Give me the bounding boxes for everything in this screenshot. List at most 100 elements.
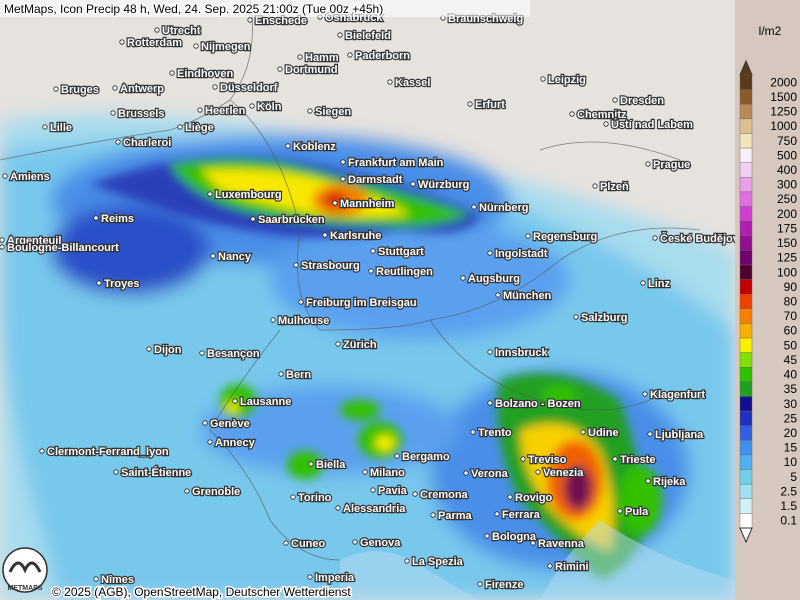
city-label: Zürich: [343, 339, 377, 351]
legend-swatch: [739, 337, 753, 353]
city-dot: [177, 124, 183, 130]
legend-label: 80: [784, 295, 798, 309]
city-label: Heerlen: [205, 105, 246, 117]
city-label: Kassel: [395, 77, 430, 89]
city-label: Salzburg: [581, 312, 627, 324]
city-dot: [463, 470, 469, 476]
legend-label: 400: [777, 163, 797, 177]
city-dot: [477, 581, 483, 587]
city-label: Mannheim: [340, 198, 395, 210]
legend-label: 20: [784, 426, 798, 440]
legend-swatch: [739, 381, 753, 397]
city-label: Bergamo: [402, 451, 450, 463]
legend-label: 250: [777, 192, 797, 206]
city-label: Antwerp: [120, 83, 164, 95]
city-label: Boulogne-Billancourt: [7, 242, 119, 254]
city-dot: [652, 235, 658, 241]
city-label: Rimini: [555, 561, 589, 573]
city-label: Lausanne: [240, 396, 291, 408]
city-dot: [293, 262, 299, 268]
city-label: Bruges: [61, 84, 99, 96]
legend-unit: l/m2: [759, 24, 782, 38]
city-label: Lille: [50, 122, 72, 134]
legend-swatch: [739, 425, 753, 441]
city-dot: [277, 66, 283, 72]
city-label: Prague: [653, 159, 690, 171]
legend-swatch: [739, 104, 753, 120]
legend-label: 200: [777, 207, 797, 221]
city-label: Genova: [360, 537, 401, 549]
city-label: Verona: [471, 468, 509, 480]
city-label: Hamm: [305, 52, 339, 64]
legend-label: 1250: [770, 105, 797, 119]
city-label: Nancy: [218, 251, 252, 263]
city-dot: [340, 159, 346, 165]
legend-swatch: [739, 177, 753, 193]
city-dot: [535, 469, 541, 475]
city-dot: [370, 248, 376, 254]
city-label: Ingolstadt: [495, 248, 548, 260]
city-label: Ljubljana: [655, 429, 704, 441]
legend-swatch: [739, 89, 753, 105]
header-bg: [0, 0, 530, 17]
city-label: Erfurt: [475, 99, 505, 111]
city-label: Saarbrücken: [258, 214, 325, 226]
city-label: Rotterdam: [127, 37, 182, 49]
city-label: Torino: [298, 492, 332, 504]
city-label: Frankfurt am Main: [348, 157, 444, 169]
city-dot: [93, 215, 99, 221]
city-dot: [308, 461, 314, 467]
city-label: Enschede: [255, 15, 307, 27]
legend-swatch: [739, 147, 753, 163]
city-dot: [592, 183, 598, 189]
legend-label: 500: [777, 148, 797, 162]
city-dot: [298, 299, 304, 305]
legend-swatch: [739, 308, 753, 324]
city-dot: [283, 540, 289, 546]
city-dot: [332, 200, 338, 206]
city-dot: [232, 398, 238, 404]
city-dot: [430, 512, 436, 518]
city-dot: [297, 54, 303, 60]
city-dot: [467, 101, 473, 107]
legend-swatch: [739, 454, 753, 470]
city-label: Bielefeld: [345, 30, 391, 42]
city-label: Reims: [101, 213, 134, 225]
city-label: Venezia: [543, 467, 584, 479]
city-label: Nürnberg: [479, 202, 529, 214]
legend-label: 50: [784, 338, 798, 352]
legend-label: 2000: [770, 75, 797, 89]
city-label: Amiens: [10, 171, 50, 183]
city-label: Grenoble: [192, 486, 240, 498]
city-label: Nijmegen: [201, 41, 251, 53]
legend-label: 1.5: [780, 499, 797, 513]
city-dot: [362, 469, 368, 475]
city-label: Köln: [257, 101, 282, 113]
legend-label: 750: [777, 134, 797, 148]
city-dot: [612, 97, 618, 103]
city-dot: [547, 563, 553, 569]
city-dot: [113, 469, 119, 475]
legend-label: 150: [777, 236, 797, 250]
legend-swatch: [739, 235, 753, 251]
city-label: Troyes: [104, 278, 139, 290]
city-label: Chemnitz: [577, 109, 627, 121]
legend-label: 5: [790, 470, 797, 484]
city-label: La Spezia: [412, 556, 464, 568]
city-label: Pula: [625, 506, 649, 518]
city-dot: [193, 43, 199, 49]
legend-swatch: [739, 483, 753, 499]
city-dot: [368, 268, 374, 274]
city-dot: [387, 79, 393, 85]
city-dot: [410, 181, 416, 187]
city-dot: [2, 173, 8, 179]
city-label: Rovigo: [515, 492, 553, 504]
city-label: Trieste: [620, 454, 655, 466]
city-label: Linz: [648, 278, 670, 290]
city-label: Milano: [370, 467, 405, 479]
legend-swatch: [739, 469, 753, 485]
city-dot: [278, 371, 284, 377]
city-dot: [119, 39, 125, 45]
city-label: České Budějovice: [660, 232, 754, 245]
city-dot: [340, 176, 346, 182]
